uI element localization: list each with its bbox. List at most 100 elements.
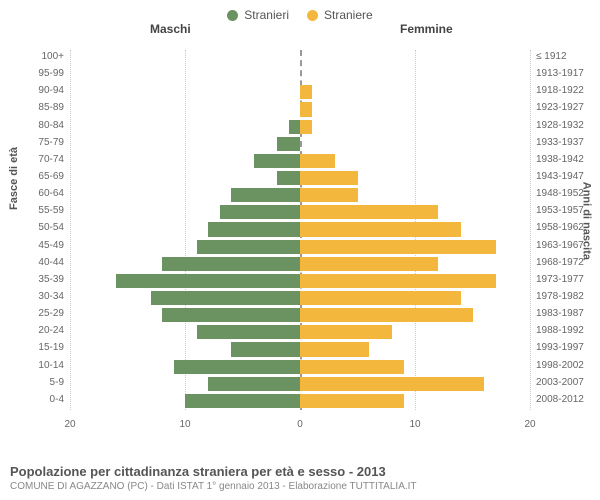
pyramid-row: 35-391973-1977 [70, 273, 530, 290]
pyramid-row: 70-741938-1942 [70, 153, 530, 170]
pyramid-row: 30-341978-1982 [70, 290, 530, 307]
birth-year-label: 1938-1942 [536, 154, 584, 165]
bar-male [174, 360, 301, 374]
legend-label: Stranieri [244, 8, 289, 22]
pyramid-row: 95-991913-1917 [70, 67, 530, 84]
bar-male [277, 171, 300, 185]
age-label: 75-79 [38, 137, 64, 148]
bar-female [300, 377, 484, 391]
bar-male [162, 257, 300, 271]
birth-year-label: 1978-1982 [536, 291, 584, 302]
bar-male [289, 120, 301, 134]
chart-subtitle: COMUNE DI AGAZZANO (PC) - Dati ISTAT 1° … [10, 481, 417, 492]
legend-item-straniere: Straniere [307, 8, 373, 22]
age-label: 80-84 [38, 120, 64, 131]
header-femmine: Femmine [400, 22, 453, 36]
legend: Stranieri Straniere [0, 0, 600, 22]
birth-year-label: 1973-1977 [536, 274, 584, 285]
bar-female [300, 120, 312, 134]
age-label: 15-19 [38, 342, 64, 353]
bar-male [231, 342, 300, 356]
x-tick-label: 20 [64, 419, 75, 430]
bar-male [116, 274, 300, 288]
birth-year-label: 1943-1947 [536, 171, 584, 182]
age-label: 10-14 [38, 360, 64, 371]
chart-footer: Popolazione per cittadinanza straniera p… [10, 464, 417, 492]
bar-male [231, 188, 300, 202]
bar-female [300, 394, 404, 408]
bar-female [300, 342, 369, 356]
bar-female [300, 291, 461, 305]
birth-year-label: 1988-1992 [536, 325, 584, 336]
pyramid-row: 40-441968-1972 [70, 256, 530, 273]
birth-year-label: 1983-1987 [536, 308, 584, 319]
birth-year-label: 1928-1932 [536, 120, 584, 131]
age-label: 60-64 [38, 188, 64, 199]
birth-year-label: 1953-1957 [536, 205, 584, 216]
pyramid-row: 10-141998-2002 [70, 359, 530, 376]
bar-male [185, 394, 300, 408]
chart-title: Popolazione per cittadinanza straniera p… [10, 464, 417, 479]
birth-year-label: ≤ 1912 [536, 51, 567, 62]
age-label: 20-24 [38, 325, 64, 336]
pyramid-row: 60-641948-1952 [70, 187, 530, 204]
bar-female [300, 240, 496, 254]
age-label: 55-59 [38, 205, 64, 216]
swatch-stranieri [227, 10, 238, 21]
age-label: 35-39 [38, 274, 64, 285]
bar-male [220, 205, 301, 219]
birth-year-label: 1963-1967 [536, 240, 584, 251]
x-tick-label: 10 [179, 419, 190, 430]
bar-male [254, 154, 300, 168]
x-tick-label: 10 [409, 419, 420, 430]
pyramid-row: 100+≤ 1912 [70, 50, 530, 67]
birth-year-label: 2003-2007 [536, 377, 584, 388]
bar-female [300, 308, 473, 322]
pyramid-row: 90-941918-1922 [70, 84, 530, 101]
birth-year-label: 1913-1917 [536, 68, 584, 79]
bar-male [162, 308, 300, 322]
age-label: 65-69 [38, 171, 64, 182]
age-label: 40-44 [38, 257, 64, 268]
age-label: 70-74 [38, 154, 64, 165]
bar-female [300, 274, 496, 288]
bar-male [208, 222, 300, 236]
birth-year-label: 1923-1927 [536, 102, 584, 113]
bar-male [277, 137, 300, 151]
bar-male [208, 377, 300, 391]
x-tick-label: 0 [297, 419, 303, 430]
pyramid-row: 65-691943-1947 [70, 170, 530, 187]
pyramid-row: 0-42008-2012 [70, 393, 530, 410]
bar-female [300, 325, 392, 339]
axis-title-left: Fasce di età [8, 147, 20, 210]
age-label: 90-94 [38, 85, 64, 96]
bar-male [151, 291, 301, 305]
age-label: 30-34 [38, 291, 64, 302]
birth-year-label: 1948-1952 [536, 188, 584, 199]
swatch-straniere [307, 10, 318, 21]
bar-female [300, 257, 438, 271]
pyramid-plot: 201001020100+≤ 191295-991913-191790-9419… [70, 50, 530, 430]
bar-male [197, 240, 301, 254]
legend-item-stranieri: Stranieri [227, 8, 289, 22]
age-label: 95-99 [38, 68, 64, 79]
bar-female [300, 171, 358, 185]
birth-year-label: 1968-1972 [536, 257, 584, 268]
pyramid-row: 5-92003-2007 [70, 376, 530, 393]
pyramid-row: 75-791933-1937 [70, 136, 530, 153]
birth-year-label: 2008-2012 [536, 394, 584, 405]
age-label: 85-89 [38, 102, 64, 113]
bar-female [300, 85, 312, 99]
header-maschi: Maschi [150, 22, 191, 36]
x-tick-label: 20 [524, 419, 535, 430]
pyramid-row: 55-591953-1957 [70, 204, 530, 221]
age-label: 5-9 [50, 377, 64, 388]
age-label: 25-29 [38, 308, 64, 319]
bar-female [300, 360, 404, 374]
pyramid-row: 20-241988-1992 [70, 324, 530, 341]
bar-female [300, 205, 438, 219]
pyramid-row: 50-541958-1962 [70, 221, 530, 238]
gridline [530, 50, 531, 410]
legend-label: Straniere [324, 8, 373, 22]
bar-female [300, 102, 312, 116]
